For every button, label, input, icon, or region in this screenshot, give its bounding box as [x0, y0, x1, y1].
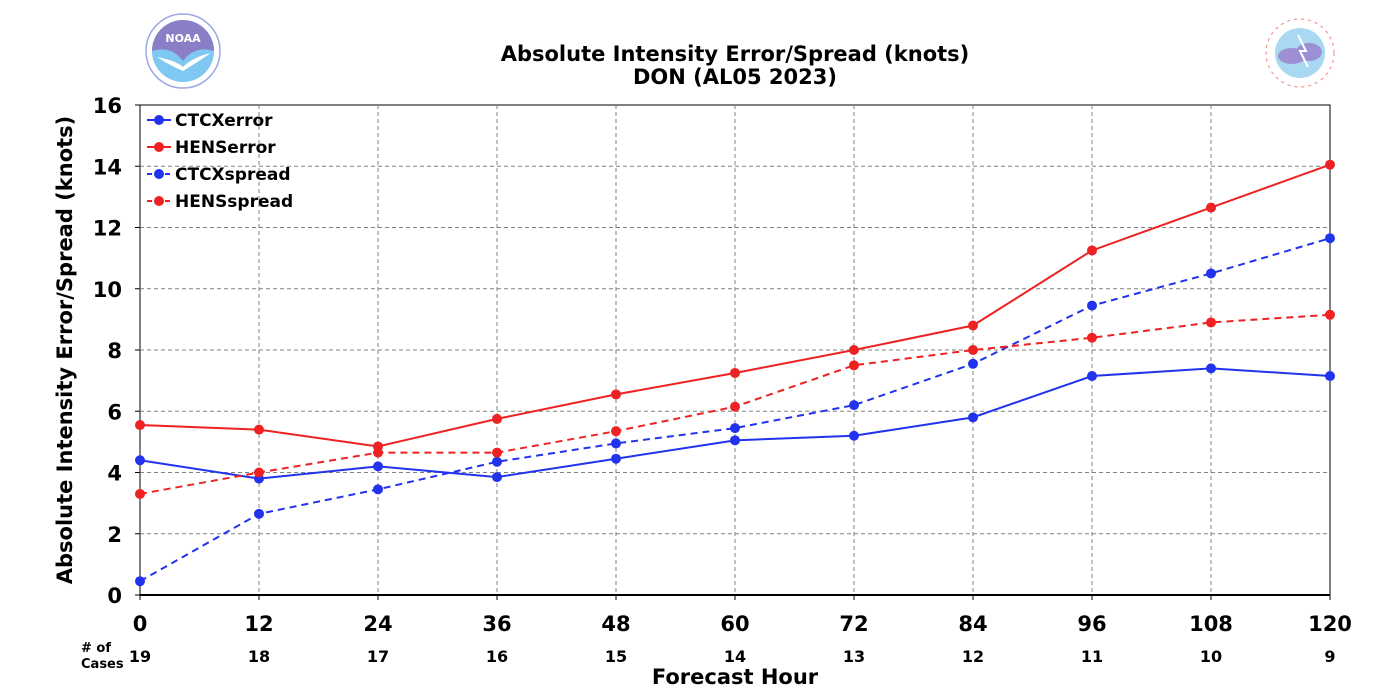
data-point-HENSerror — [135, 420, 145, 431]
data-point-CTCXerror — [611, 453, 621, 464]
data-point-HENSerror — [611, 389, 621, 400]
x-tick-label: 108 — [1189, 612, 1233, 636]
y-tick-label: 10 — [93, 278, 122, 302]
x-tick-label: 12 — [244, 612, 273, 636]
data-point-CTCXspread — [849, 400, 859, 411]
data-point-HENSerror — [1087, 245, 1097, 256]
case-count-label: 15 — [605, 647, 627, 666]
data-point-CTCXerror — [373, 461, 383, 472]
x-tick-label: 84 — [958, 612, 987, 636]
y-axis-ticks: 0 2 4 6 8 10 12 14 16 — [93, 94, 140, 608]
y-tick-label: 0 — [107, 584, 122, 608]
legend: CTCXerror HENSerror CTCXspread HENSspread — [147, 111, 293, 212]
x-tick-label: 72 — [839, 612, 868, 636]
data-point-HENSerror — [492, 413, 502, 424]
case-count-label: 12 — [962, 647, 984, 666]
x-axis-ticks: 0 12 24 36 48 60 72 84 96 108 120 — [133, 595, 1352, 636]
x-axis-label: Forecast Hour — [652, 665, 819, 689]
case-count-label: 17 — [367, 647, 389, 666]
noaa-logo-text: NOAA — [165, 32, 201, 45]
legend-label-CTCXspread: CTCXspread — [175, 165, 291, 185]
data-point-HENSspread — [730, 401, 740, 412]
case-count-label: 14 — [724, 647, 746, 666]
x-tick-label: 36 — [482, 612, 511, 636]
chart-title: Absolute Intensity Error/Spread (knots) — [501, 42, 970, 66]
x-tick-label: 48 — [601, 612, 630, 636]
data-point-HENSerror — [1206, 202, 1216, 213]
data-point-HENSspread — [373, 447, 383, 458]
series-lines — [135, 159, 1335, 587]
case-count-label: 13 — [843, 647, 865, 666]
data-point-CTCXerror — [730, 435, 740, 446]
cases-label-line1: # of — [81, 641, 111, 656]
cases-row: 19 18 17 16 15 14 13 12 11 10 9 — [129, 647, 1336, 666]
data-point-CTCXerror — [1206, 363, 1216, 374]
data-point-CTCXerror — [135, 455, 145, 466]
legend-marker-CTCXerror — [154, 115, 164, 125]
legend-marker-HENSspread — [154, 196, 164, 206]
data-point-CTCXspread — [611, 438, 621, 449]
legend-marker-CTCXspread — [154, 169, 164, 179]
y-tick-label: 14 — [93, 155, 122, 179]
data-point-CTCXerror — [1325, 371, 1335, 382]
case-count-label: 18 — [248, 647, 270, 666]
x-tick-label: 24 — [363, 612, 392, 636]
x-tick-label: 120 — [1308, 612, 1352, 636]
y-tick-label: 4 — [107, 462, 122, 486]
data-point-HENSspread — [849, 360, 859, 371]
y-tick-label: 16 — [93, 94, 122, 118]
data-point-CTCXerror — [492, 472, 502, 483]
data-point-HENSerror — [968, 320, 978, 331]
data-point-HENSspread — [968, 345, 978, 355]
data-point-CTCXspread — [1325, 233, 1335, 244]
data-point-CTCXerror — [968, 412, 978, 423]
x-tick-label: 96 — [1077, 612, 1106, 636]
data-point-HENSerror — [254, 424, 264, 435]
nws-logo-icon — [1263, 16, 1337, 90]
data-point-CTCXspread — [254, 508, 264, 519]
data-point-HENSspread — [1325, 309, 1335, 320]
y-tick-label: 6 — [107, 400, 122, 424]
series-line-CTCXspread — [139, 237, 1331, 583]
y-tick-label: 2 — [107, 523, 122, 547]
cases-label-line2: Cases — [81, 657, 124, 672]
data-point-CTCXspread — [730, 423, 740, 434]
grid-lines — [140, 105, 1330, 595]
chart-subtitle: DON (AL05 2023) — [633, 65, 837, 89]
y-tick-label: 12 — [93, 217, 122, 241]
data-point-HENSerror — [730, 367, 740, 378]
data-point-CTCXspread — [968, 358, 978, 369]
case-count-label: 16 — [486, 647, 508, 666]
y-axis-label: Absolute Intensity Error/Spread (knots) — [53, 116, 77, 585]
legend-marker-HENSerror — [154, 142, 164, 152]
data-point-CTCXspread — [1087, 300, 1097, 311]
data-point-CTCXspread — [492, 456, 502, 467]
data-point-CTCXspread — [135, 576, 145, 587]
x-tick-label: 0 — [133, 612, 148, 636]
legend-label-CTCXerror: CTCXerror — [175, 111, 273, 131]
data-point-HENSspread — [492, 447, 502, 458]
case-count-label: 19 — [129, 647, 151, 666]
data-point-HENSerror — [1325, 159, 1335, 170]
data-point-HENSspread — [135, 488, 145, 499]
data-point-HENSspread — [254, 467, 264, 478]
legend-label-HENSerror: HENSerror — [175, 138, 276, 158]
data-point-CTCXspread — [373, 484, 383, 495]
case-count-label: 11 — [1081, 647, 1103, 666]
noaa-logo-icon: NOAA — [145, 13, 221, 89]
data-point-HENSerror — [849, 345, 859, 355]
data-point-HENSspread — [1206, 317, 1216, 328]
data-point-HENSspread — [611, 426, 621, 437]
case-count-label: 10 — [1200, 647, 1222, 666]
data-point-HENSspread — [1087, 332, 1097, 343]
data-point-CTCXerror — [849, 430, 859, 441]
case-count-label: 9 — [1324, 647, 1335, 666]
data-point-CTCXspread — [1206, 268, 1216, 279]
x-tick-label: 60 — [720, 612, 749, 636]
legend-label-HENSspread: HENSspread — [175, 192, 293, 212]
data-point-CTCXerror — [1087, 371, 1097, 382]
y-tick-label: 8 — [107, 339, 122, 363]
